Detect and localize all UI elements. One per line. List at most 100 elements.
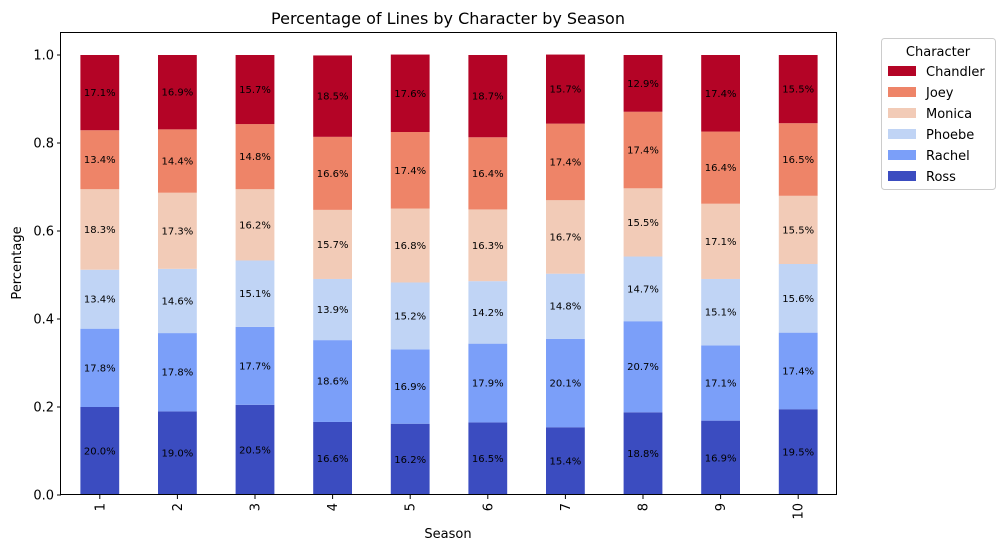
- bar-rachel-season-6: [468, 343, 508, 423]
- bar-phoebe-season-6: [468, 281, 508, 344]
- bar-label-chandler-season-3: 15.7%: [239, 85, 271, 96]
- bar-chandler-season-9: [701, 55, 740, 132]
- bar-rachel-season-5: [390, 349, 430, 424]
- bar-label-monica-season-7: 16.7%: [550, 232, 582, 243]
- bar-label-chandler-season-10: 15.5%: [782, 85, 814, 96]
- legend-label-monica: Monica: [926, 107, 972, 122]
- bar-joey-season-7: [546, 123, 585, 201]
- bar-label-joey-season-4: 16.6%: [317, 169, 349, 180]
- legend-swatch-phoebe: [888, 129, 916, 139]
- x-tick-label: 8: [637, 503, 652, 511]
- legend-swatch-monica: [888, 108, 916, 118]
- bar-ross-season-1: [80, 407, 120, 495]
- bar-monica-season-9: [701, 203, 740, 279]
- bar-label-phoebe-season-8: 14.7%: [627, 284, 659, 295]
- bar-joey-season-8: [623, 111, 663, 189]
- bar-rachel-season-4: [313, 340, 352, 422]
- x-tick-label: 4: [326, 503, 341, 511]
- bar-joey-season-10: [778, 123, 818, 196]
- bar-label-monica-season-8: 15.5%: [627, 218, 659, 229]
- bar-phoebe-season-2: [158, 268, 197, 334]
- bar-label-rachel-season-9: 17.1%: [705, 379, 737, 390]
- bar-monica-season-1: [80, 189, 120, 270]
- bar-label-rachel-season-5: 16.9%: [394, 382, 426, 393]
- bar-label-phoebe-season-7: 14.8%: [550, 302, 582, 313]
- legend: Character Chandler Joey Monica Phoebe Rachel…: [881, 38, 996, 190]
- bar-label-joey-season-6: 16.4%: [472, 169, 504, 180]
- bar-joey-season-6: [468, 137, 508, 210]
- bar-joey-season-1: [80, 130, 120, 190]
- bar-label-ross-season-6: 16.5%: [472, 454, 504, 465]
- bar-label-rachel-season-10: 17.4%: [782, 366, 814, 377]
- bar-rachel-season-3: [235, 326, 275, 405]
- bar-label-chandler-season-4: 18.5%: [317, 92, 349, 103]
- bar-rachel-season-8: [623, 321, 663, 413]
- y-tick-label: 0.6: [33, 225, 54, 240]
- bar-joey-season-5: [390, 132, 430, 209]
- bar-chandler-season-5: [390, 54, 430, 133]
- bar-ross-season-4: [313, 421, 352, 495]
- bar-label-chandler-season-1: 17.1%: [84, 88, 116, 99]
- bar-label-phoebe-season-3: 15.1%: [239, 289, 271, 300]
- bar-phoebe-season-10: [778, 264, 818, 333]
- plot-frame: [60, 32, 837, 495]
- bar-ross-season-9: [701, 420, 740, 495]
- bar-ross-season-8: [623, 412, 663, 495]
- legend-label-chandler: Chandler: [926, 65, 985, 80]
- bar-chandler-season-3: [235, 55, 275, 125]
- bar-chandler-season-10: [778, 55, 818, 124]
- legend-swatch-joey: [888, 87, 916, 97]
- bar-labels-group: 20.0% 17.8% 13.4% 18.3% 13.4% 17.1% 19.0% 17.8%…: [84, 79, 814, 468]
- bar-chandler-season-7: [546, 54, 585, 124]
- bar-label-ross-season-2: 19.0%: [162, 449, 194, 460]
- x-axis: 1 2 3 4 5 6 7 8 9 10: [93, 495, 807, 520]
- bar-label-chandler-season-5: 17.6%: [394, 89, 426, 100]
- bar-label-joey-season-9: 16.4%: [705, 163, 737, 174]
- bar-joey-season-2: [158, 129, 197, 193]
- legend-swatch-ross: [888, 171, 916, 181]
- bar-label-monica-season-4: 15.7%: [317, 240, 349, 251]
- bar-label-chandler-season-7: 15.7%: [550, 85, 582, 96]
- bar-label-joey-season-7: 17.4%: [550, 157, 582, 168]
- bar-monica-season-7: [546, 200, 585, 274]
- bar-rachel-season-10: [778, 332, 818, 410]
- bar-chandler-season-1: [80, 55, 120, 131]
- bar-monica-season-4: [313, 209, 352, 279]
- x-tick-label: 10: [792, 503, 807, 520]
- bar-label-chandler-season-6: 18.7%: [472, 92, 504, 103]
- bar-joey-season-9: [701, 131, 740, 204]
- bar-label-phoebe-season-6: 14.2%: [472, 308, 504, 319]
- bar-label-monica-season-10: 15.5%: [782, 225, 814, 236]
- bar-label-joey-season-2: 14.4%: [162, 157, 194, 168]
- bar-label-phoebe-season-1: 13.4%: [84, 295, 116, 306]
- bar-ross-season-2: [158, 411, 197, 495]
- bar-label-rachel-season-4: 18.6%: [317, 377, 349, 388]
- bar-label-phoebe-season-10: 15.6%: [782, 294, 814, 305]
- bar-monica-season-3: [235, 189, 275, 261]
- bar-label-joey-season-5: 17.4%: [394, 166, 426, 177]
- x-tick-label: 5: [404, 503, 419, 511]
- bar-joey-season-4: [313, 136, 352, 210]
- bar-label-ross-season-3: 20.5%: [239, 445, 271, 456]
- bar-phoebe-season-9: [701, 278, 740, 346]
- bar-label-phoebe-season-2: 14.6%: [162, 296, 194, 307]
- bar-chandler-season-8: [623, 55, 663, 112]
- bar-label-phoebe-season-9: 15.1%: [705, 308, 737, 319]
- bar-label-ross-season-9: 16.9%: [705, 453, 737, 464]
- bar-chandler-season-4: [313, 55, 352, 137]
- legend-title: Character: [906, 45, 971, 60]
- bar-ross-season-5: [390, 423, 430, 495]
- bar-ross-season-3: [235, 404, 275, 495]
- legend-swatch-rachel: [888, 150, 916, 160]
- bar-label-ross-season-5: 16.2%: [394, 455, 426, 466]
- legend-items: Chandler Joey Monica Phoebe Rachel Ross: [888, 65, 985, 185]
- x-tick-label: 2: [171, 503, 186, 511]
- x-tick-label: 3: [249, 503, 264, 511]
- bar-label-ross-season-1: 20.0%: [84, 447, 116, 458]
- bar-label-rachel-season-6: 17.9%: [472, 379, 504, 390]
- bar-label-rachel-season-3: 17.7%: [239, 361, 271, 372]
- bar-label-rachel-season-2: 17.8%: [162, 368, 194, 379]
- bar-label-phoebe-season-4: 13.9%: [317, 305, 349, 316]
- legend-swatch-chandler: [888, 66, 916, 76]
